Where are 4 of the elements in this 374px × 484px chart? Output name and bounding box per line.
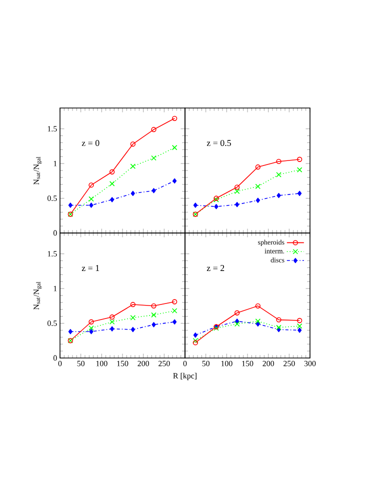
annotation: z = 0 xyxy=(82,140,100,146)
annotation: z = 1 xyxy=(82,265,100,271)
annotation: z = 0.5 xyxy=(206,140,231,146)
annotation: z = 2 xyxy=(206,265,224,271)
